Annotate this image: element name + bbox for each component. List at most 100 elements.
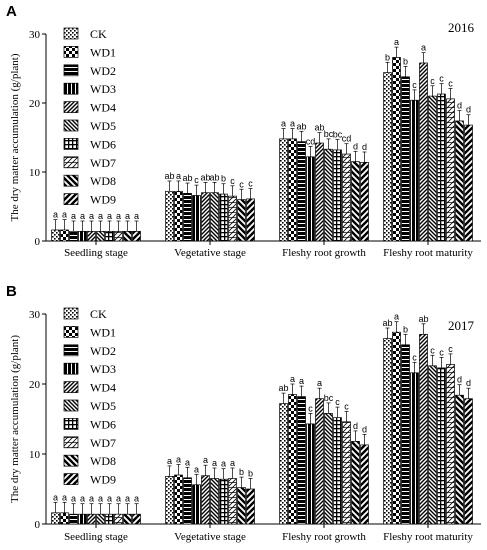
bar (419, 62, 428, 242)
bar (392, 331, 401, 525)
legend-label: CK (90, 307, 107, 321)
bar (69, 513, 78, 525)
bar (401, 344, 410, 525)
legend-swatch (63, 418, 79, 430)
bar (78, 513, 87, 525)
legend-swatch (63, 138, 79, 150)
bar (315, 398, 324, 525)
bar (228, 478, 237, 525)
significance-label: d (353, 421, 358, 431)
bar (333, 417, 342, 525)
panel-a: A 2016 0 10 20 30 The dry matter accumulation … (6, 3, 481, 259)
significance-label: a (71, 494, 76, 504)
significance-label: c (439, 74, 444, 84)
legend-swatch (63, 473, 79, 485)
significance-label: d (362, 424, 367, 434)
bar (105, 513, 114, 525)
significance-label: a (230, 458, 235, 468)
bar (219, 478, 228, 525)
significance-label: a (71, 211, 76, 221)
significance-label: bc (324, 129, 334, 139)
significance-label: a (176, 171, 181, 181)
y-tick-label: 30 (29, 29, 41, 41)
bar (410, 99, 419, 242)
legend-label: WD5 (90, 399, 116, 413)
significance-label: a (317, 378, 322, 388)
panel-letter: B (6, 283, 17, 300)
bar (315, 142, 324, 242)
significance-label: c (412, 80, 417, 90)
significance-label: a (89, 211, 94, 221)
bar (383, 338, 392, 525)
y-tick-label: 0 (35, 236, 41, 248)
significance-label: d (457, 101, 462, 111)
bar (210, 478, 219, 525)
legend-swatch (63, 454, 79, 467)
significance-label: d (466, 378, 471, 388)
bar (114, 513, 123, 525)
significance-label: a (125, 211, 130, 221)
bar (428, 95, 437, 242)
legend-swatch (63, 436, 79, 449)
bar (210, 192, 219, 242)
significance-label: c (230, 176, 235, 186)
bar (96, 513, 105, 525)
bar (60, 512, 69, 525)
bar (201, 475, 210, 525)
significance-label: a (107, 211, 112, 221)
significance-label: a (421, 43, 426, 53)
significance-label: a (185, 457, 190, 467)
bar (333, 149, 342, 242)
bar (437, 93, 446, 242)
significance-label: c (194, 175, 199, 185)
bar (306, 156, 315, 242)
significance-label: c (448, 79, 453, 89)
bar (446, 364, 455, 525)
significance-label: a (53, 492, 58, 502)
y-tick-label: 0 (35, 519, 41, 531)
legend-label: WD6 (90, 417, 116, 431)
significance-label: c (248, 179, 253, 189)
x-tick-label: Fleshy root growth (282, 531, 366, 543)
significance-label: c (430, 76, 435, 86)
significance-label: a (203, 455, 208, 465)
legend-label: WD8 (90, 454, 116, 468)
bar (360, 161, 369, 242)
bar (428, 365, 437, 525)
bar (201, 192, 210, 242)
significance-label: b (403, 324, 408, 334)
significance-label: b (239, 467, 244, 477)
significance-label: a (290, 119, 295, 129)
legend-swatch (63, 64, 79, 77)
legend-label: WD1 (90, 325, 116, 339)
bar (342, 421, 351, 525)
bar (105, 230, 114, 242)
significance-label: c (308, 403, 313, 413)
y-tick-label: 10 (29, 167, 41, 179)
significance-label: a (221, 459, 226, 469)
significance-label: a (299, 376, 304, 386)
significance-label: d (457, 375, 462, 385)
legend-swatch (63, 174, 79, 187)
bar (392, 57, 401, 242)
significance-label: c (239, 179, 244, 189)
legend-label: WD9 (90, 473, 116, 487)
bar (96, 230, 105, 242)
legend-swatch (63, 101, 79, 113)
legend-swatch (63, 381, 79, 393)
bar (51, 229, 60, 242)
significance-label: ab (418, 314, 428, 324)
significance-label: b (248, 469, 253, 479)
legend-label: WD2 (90, 344, 116, 358)
bar (288, 394, 297, 525)
significance-label: a (98, 494, 103, 504)
bar (455, 120, 464, 242)
legend-swatch (63, 326, 79, 338)
significance-label: c (430, 345, 435, 355)
significance-label: ab (314, 123, 324, 133)
significance-label: b (385, 52, 390, 62)
legend-swatch (63, 399, 79, 412)
significance-label: ab (278, 383, 288, 393)
bar (455, 394, 464, 525)
